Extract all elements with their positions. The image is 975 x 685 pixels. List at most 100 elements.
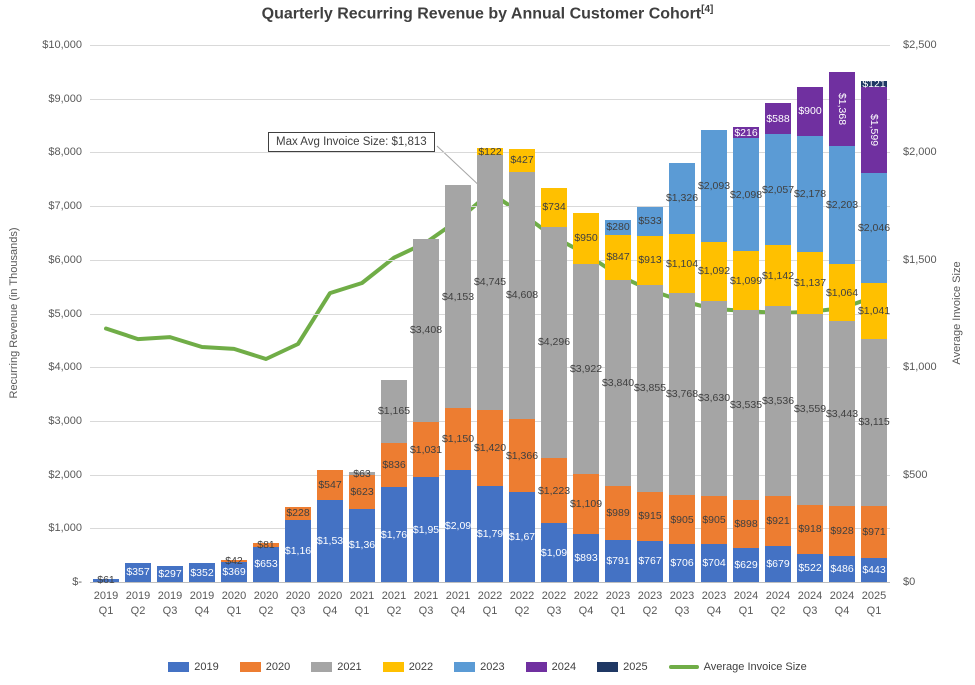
bar-segment-2020[interactable] — [509, 418, 535, 493]
bar-segment-2022[interactable] — [829, 264, 855, 322]
bar-segment-2024[interactable] — [829, 72, 855, 146]
annotation-box[interactable]: Max Avg Invoice Size: $1,813 — [268, 132, 435, 152]
bar-segment-2019[interactable] — [413, 477, 439, 582]
bar-segment-2020[interactable] — [541, 457, 567, 524]
bar-segment-2023[interactable] — [733, 138, 759, 252]
bar-segment-2019[interactable] — [733, 548, 759, 582]
bar-segment-2023[interactable] — [797, 135, 823, 253]
legend-item-2023[interactable]: 2023 — [454, 661, 505, 673]
bar-segment-2024[interactable] — [797, 87, 823, 136]
bar-segment-2019[interactable] — [349, 508, 375, 582]
bar-segment-2019[interactable] — [861, 558, 887, 582]
bar-segment-2021[interactable] — [349, 471, 375, 476]
bar-segment-2021[interactable] — [381, 380, 407, 443]
bar-segment-2020[interactable] — [605, 486, 631, 540]
bar-segment-2023[interactable] — [637, 207, 663, 236]
bar-segment-2021[interactable] — [509, 171, 535, 419]
bar-segment-2021[interactable] — [701, 300, 727, 496]
bar-segment-2021[interactable] — [669, 293, 695, 496]
bar-segment-2020[interactable] — [669, 495, 695, 545]
bar-segment-2019[interactable] — [829, 555, 855, 582]
bar-segment-2022[interactable] — [765, 244, 791, 307]
bar-segment-2022[interactable] — [605, 234, 631, 281]
bar-segment-2025[interactable] — [861, 80, 887, 88]
bar-segment-2021[interactable] — [477, 154, 503, 410]
bar-segment-2020[interactable] — [413, 421, 439, 478]
bar-segment-2021[interactable] — [445, 184, 471, 408]
legend-item-2022[interactable]: 2022 — [382, 661, 433, 673]
bar-segment-2022[interactable] — [701, 242, 727, 301]
bar-segment-2019[interactable] — [317, 499, 343, 582]
bar-segment-2021[interactable] — [861, 338, 887, 507]
bar-segment-2019[interactable] — [637, 540, 663, 582]
bar-segment-2019[interactable] — [285, 519, 311, 582]
bar-segment-2021[interactable] — [637, 284, 663, 492]
bar-segment-2019[interactable] — [541, 523, 567, 582]
bar-segment-2021[interactable] — [765, 306, 791, 497]
bar-segment-2024[interactable] — [733, 126, 759, 139]
bar-segment-2022[interactable] — [861, 282, 887, 339]
bar-segment-2021[interactable] — [413, 238, 439, 422]
bar-segment-2020[interactable] — [733, 500, 759, 549]
bar-segment-2019[interactable] — [253, 546, 279, 582]
bar-segment-2019[interactable] — [221, 562, 247, 582]
bar-segment-2022[interactable] — [573, 212, 599, 264]
legend-item-2020[interactable]: 2020 — [239, 661, 290, 673]
bar-segment-2019[interactable] — [573, 534, 599, 582]
bar-segment-2020[interactable] — [317, 470, 343, 500]
bar-segment-2023[interactable] — [605, 219, 631, 235]
bar-segment-2019[interactable] — [797, 553, 823, 582]
bar-segment-2020[interactable] — [221, 559, 247, 563]
bar-segment-2019[interactable] — [93, 578, 119, 582]
bar-segment-2019[interactable] — [701, 544, 727, 582]
legend-item-average-invoice-size[interactable]: Average Invoice Size — [668, 661, 807, 673]
bar-segment-2024[interactable] — [861, 87, 887, 173]
bar-segment-2020[interactable] — [637, 491, 663, 541]
bar-segment-2019[interactable] — [125, 562, 151, 582]
bar-segment-2020[interactable] — [861, 506, 887, 559]
bar-segment-2019[interactable] — [669, 544, 695, 582]
bar-segment-2023[interactable] — [701, 129, 727, 243]
bar-segment-2020[interactable] — [349, 475, 375, 509]
legend-item-2025[interactable]: 2025 — [597, 661, 648, 673]
bar-segment-2021[interactable] — [733, 310, 759, 500]
bar-segment-2020[interactable] — [285, 507, 311, 520]
legend-item-2021[interactable]: 2021 — [311, 661, 362, 673]
bar-segment-2019[interactable] — [509, 492, 535, 582]
bar-segment-2019[interactable] — [381, 487, 407, 582]
bar-segment-2021[interactable] — [573, 263, 599, 475]
bar-segment-2020[interactable] — [477, 409, 503, 486]
bar-segment-2019[interactable] — [445, 469, 471, 582]
bar-segment-2022[interactable] — [541, 187, 567, 228]
bar-segment-2023[interactable] — [765, 134, 791, 245]
bar-segment-2019[interactable] — [605, 539, 631, 582]
bar-segment-2023[interactable] — [669, 162, 695, 234]
bar-segment-2021[interactable] — [797, 313, 823, 505]
bar-segment-2020[interactable] — [253, 542, 279, 547]
bar-segment-2020[interactable] — [381, 442, 407, 488]
bar-segment-2020[interactable] — [573, 474, 599, 535]
bar-segment-2024[interactable] — [765, 102, 791, 135]
legend-item-2024[interactable]: 2024 — [525, 661, 576, 673]
bar-segment-2021[interactable] — [541, 227, 567, 458]
bar-segment-2020[interactable] — [765, 496, 791, 546]
bar-segment-2023[interactable] — [829, 145, 855, 265]
bar-segment-2023[interactable] — [861, 173, 887, 283]
bar-segment-2022[interactable] — [637, 235, 663, 285]
bar-segment-2022[interactable] — [477, 148, 503, 155]
bar-segment-2020[interactable] — [829, 506, 855, 556]
bar-segment-2019[interactable] — [477, 485, 503, 582]
bar-segment-2022[interactable] — [797, 252, 823, 314]
bar-segment-2022[interactable] — [509, 148, 535, 172]
bar-segment-2019[interactable] — [765, 545, 791, 582]
bar-segment-2022[interactable] — [733, 251, 759, 311]
bar-segment-2019[interactable] — [157, 566, 183, 582]
bar-segment-2021[interactable] — [605, 280, 631, 487]
bar-segment-2021[interactable] — [829, 321, 855, 507]
bar-segment-2020[interactable] — [445, 408, 471, 470]
bar-segment-2020[interactable] — [797, 504, 823, 554]
bar-segment-2020[interactable] — [701, 495, 727, 545]
bar-segment-2019[interactable] — [189, 563, 215, 582]
bar-segment-2022[interactable] — [669, 233, 695, 294]
legend-item-2019[interactable]: 2019 — [168, 661, 219, 673]
